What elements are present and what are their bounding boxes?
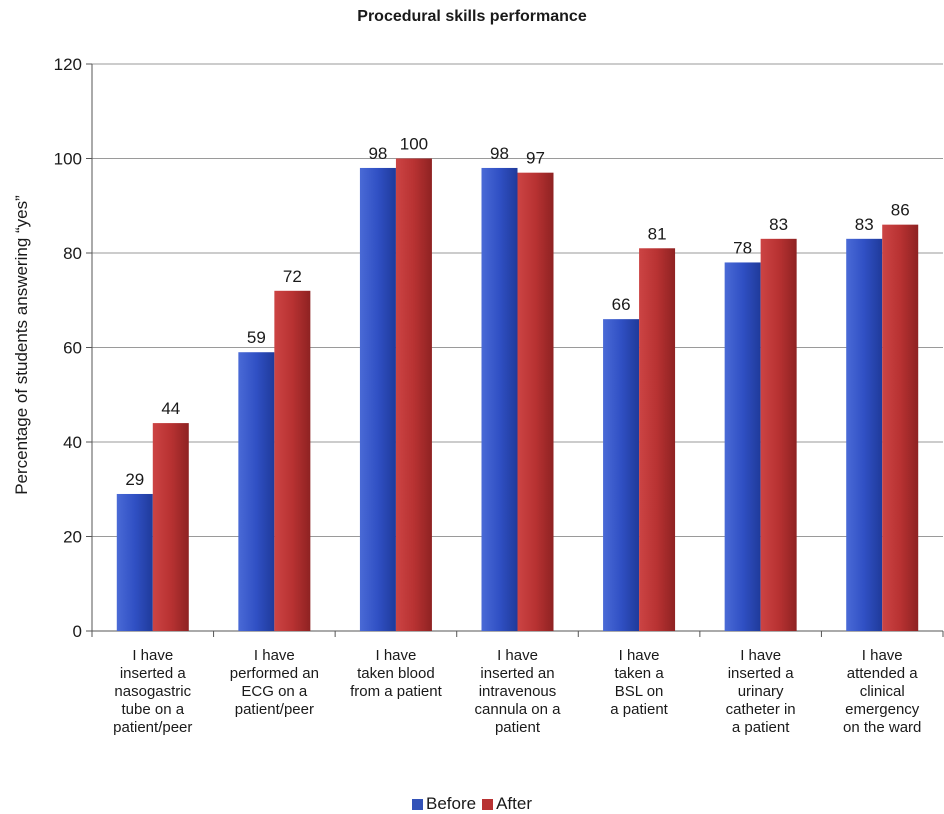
y-axis-label: Percentage of students answering “yes” [12, 195, 31, 495]
x-category-label-line: catheter in [726, 701, 796, 718]
x-category-label-line: I have [497, 647, 538, 664]
data-label-before: 59 [247, 328, 266, 347]
bar-before [603, 319, 640, 631]
bar-after [639, 248, 676, 631]
legend-swatch-after [482, 798, 494, 810]
bar-after [882, 224, 919, 631]
x-category-label-line: a patient [732, 719, 790, 736]
x-category-label-line: attended a [847, 665, 919, 682]
x-category-label-line: I have [740, 647, 781, 664]
bar-before [724, 262, 761, 631]
x-category-label-line: on the ward [843, 719, 921, 736]
x-category-label-line: tube on a [122, 701, 185, 718]
data-label-before: 83 [855, 215, 874, 234]
data-label-before: 98 [490, 144, 509, 163]
bar-before [116, 493, 153, 631]
x-category-label: I have inserted a nasogastric tube on a pati… [113, 647, 192, 736]
y-tick-label: 120 [54, 55, 82, 74]
legend-swatch-before [412, 798, 423, 810]
x-category-label-line: a patient [610, 701, 668, 718]
x-category-label-line: I have [619, 647, 660, 664]
bar-after [760, 238, 797, 631]
bar-before [846, 238, 883, 631]
x-category-label-line: inserted a [728, 665, 795, 682]
x-category-label: I have performed an ECG on a patient/peer [230, 647, 319, 718]
x-category-label: I have inserted a urinary catheter in a pati… [726, 647, 796, 736]
x-category-label-line: patient/peer [113, 719, 192, 736]
x-category-label-line: cannula on a [475, 701, 562, 718]
x-category-label-line: intravenous [479, 683, 557, 700]
x-category-label-line: taken a [614, 665, 664, 682]
legend-item-after: After [482, 794, 532, 814]
x-category-label-line: I have [862, 647, 903, 664]
x-category-label-line: taken blood [357, 665, 435, 682]
x-category-label: I have taken a BSL on a patient [610, 647, 668, 718]
y-tick-label: 60 [63, 339, 82, 358]
bar-after [517, 172, 554, 632]
data-label-before: 78 [733, 238, 752, 257]
x-category-label-line: urinary [738, 683, 784, 700]
bar-after [274, 290, 311, 631]
data-label-after: 97 [526, 149, 545, 168]
bar-before [359, 167, 396, 631]
x-category-label-line: nasogastric [114, 683, 191, 700]
x-category-label: I have attended a clinical emergency on the … [843, 647, 921, 736]
y-tick-label: 0 [73, 622, 82, 641]
x-category-label-line: ECG on a [241, 683, 308, 700]
x-category-label-line: patient [495, 719, 541, 736]
y-tick-label: 80 [63, 244, 82, 263]
y-tick-label: 40 [63, 433, 82, 452]
data-label-before: 29 [125, 470, 144, 489]
legend-label-before: Before [426, 794, 477, 813]
legend-item-before: Before [412, 794, 476, 814]
x-category-label-line: I have [132, 647, 173, 664]
data-label-before: 98 [368, 144, 387, 163]
x-category-label: I have inserted an intravenous cannula on a… [475, 647, 562, 736]
x-category-label: I have taken blood from a patient [350, 647, 443, 700]
data-label-after: 72 [283, 267, 302, 286]
bar-after [152, 423, 189, 631]
x-category-label-line: patient/peer [235, 701, 314, 718]
y-tick-label: 20 [63, 528, 82, 547]
data-label-before: 66 [612, 295, 631, 314]
bar-after [395, 158, 432, 631]
bar-before [238, 352, 275, 631]
x-category-label-line: clinical [860, 683, 905, 700]
x-category-label-line: BSL on [615, 683, 664, 700]
data-label-after: 44 [161, 399, 180, 418]
x-category-label-line: I have [375, 647, 416, 664]
data-label-after: 86 [891, 201, 910, 220]
data-label-after: 100 [400, 135, 428, 154]
x-category-label-line: performed an [230, 665, 319, 682]
bar-before [481, 167, 518, 631]
y-tick-label: 100 [54, 150, 82, 169]
legend-label-after: After [496, 794, 532, 813]
legend: Before After [0, 794, 944, 814]
chart-title: Procedural skills performance [357, 8, 587, 25]
x-category-label-line: inserted an [480, 665, 554, 682]
x-category-label-line: emergency [845, 701, 920, 718]
data-label-after: 83 [769, 215, 788, 234]
data-label-after: 81 [648, 224, 667, 243]
x-category-label-line: inserted a [120, 665, 187, 682]
x-category-label-line: from a patient [350, 683, 443, 700]
x-category-label-line: I have [254, 647, 295, 664]
